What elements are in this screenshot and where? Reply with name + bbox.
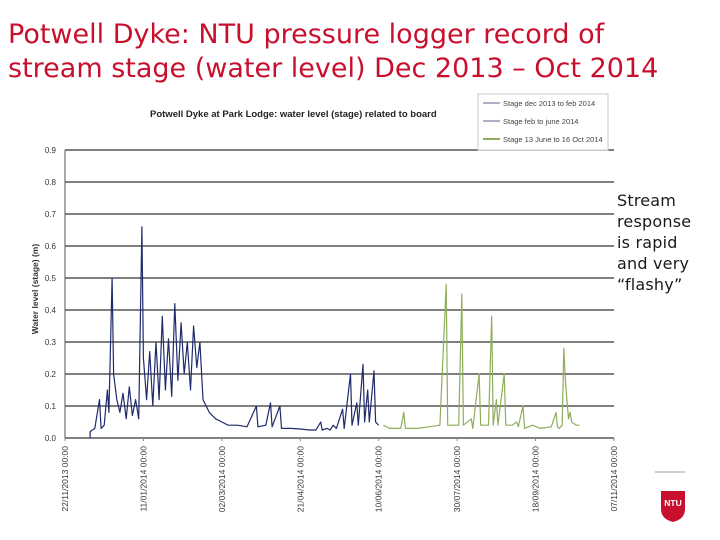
x-tick-label: 18/09/2014 00:00 (531, 446, 541, 512)
slide-title-line-2: stream stage (water level) Dec 2013 – Oc… (8, 53, 659, 84)
callout-line: and very (617, 254, 690, 273)
slide-title: Potwell Dyke: NTU pressure logger record… (8, 18, 708, 86)
slide-title-line-1: Potwell Dyke: NTU pressure logger record… (8, 19, 605, 50)
x-tick-label: 07/11/2014 00:00 (609, 446, 619, 512)
legend-label: Stage dec 2013 to feb 2014 (503, 99, 595, 108)
series-line (383, 283, 580, 429)
x-tick-label: 22/11/2013 00:00 (60, 446, 70, 512)
callout-line: Stream (617, 191, 677, 210)
ntu-logo-text: NTU (664, 498, 681, 508)
legend-label: Stage 13 June to 16 Oct 2014 (503, 135, 603, 144)
callout-line: response (617, 212, 692, 231)
y-tick-label: 0.1 (45, 402, 57, 411)
callout-line: is rapid (617, 233, 678, 252)
chart-title: Potwell Dyke at Park Lodge: water level … (150, 109, 437, 120)
y-tick-label: 0.9 (45, 146, 57, 155)
footer-divider (655, 471, 685, 473)
y-tick-label: 0.5 (45, 274, 57, 283)
y-tick-label: 0.7 (45, 210, 57, 219)
stage-chart: 0.0 0.1 0.2 0.3 0.4 0.5 0.6 0.7 0.8 0.9 Water leve… (30, 93, 619, 512)
plot-area (65, 150, 614, 438)
y-tick-label: 0.0 (45, 434, 57, 443)
x-tick-label: 02/03/2014 00:00 (217, 446, 227, 512)
stream-response-callout: Stream response is rapid and very “flash… (617, 190, 717, 295)
y-tick-label: 0.6 (45, 242, 57, 251)
series-line (208, 363, 380, 431)
callout-line: “flashy” (617, 275, 683, 294)
y-axis-label: Water level (stage) (m) (30, 244, 40, 335)
x-tick-label: 10/06/2014 00:00 (374, 446, 384, 512)
y-tick-label: 0.8 (45, 178, 57, 187)
y-tick-label: 0.4 (45, 306, 57, 315)
series-line (89, 226, 210, 438)
ntu-logo: NTU (661, 491, 685, 522)
x-tick-label: 21/04/2014 00:00 (295, 446, 305, 512)
x-tick-label: 11/01/2014 00:00 (138, 446, 148, 512)
y-tick-label: 0.3 (45, 338, 57, 347)
y-tick-label: 0.2 (45, 370, 57, 379)
legend-label: Stage feb to june 2014 (503, 117, 578, 126)
x-tick-label: 30/07/2014 00:00 (452, 446, 462, 512)
